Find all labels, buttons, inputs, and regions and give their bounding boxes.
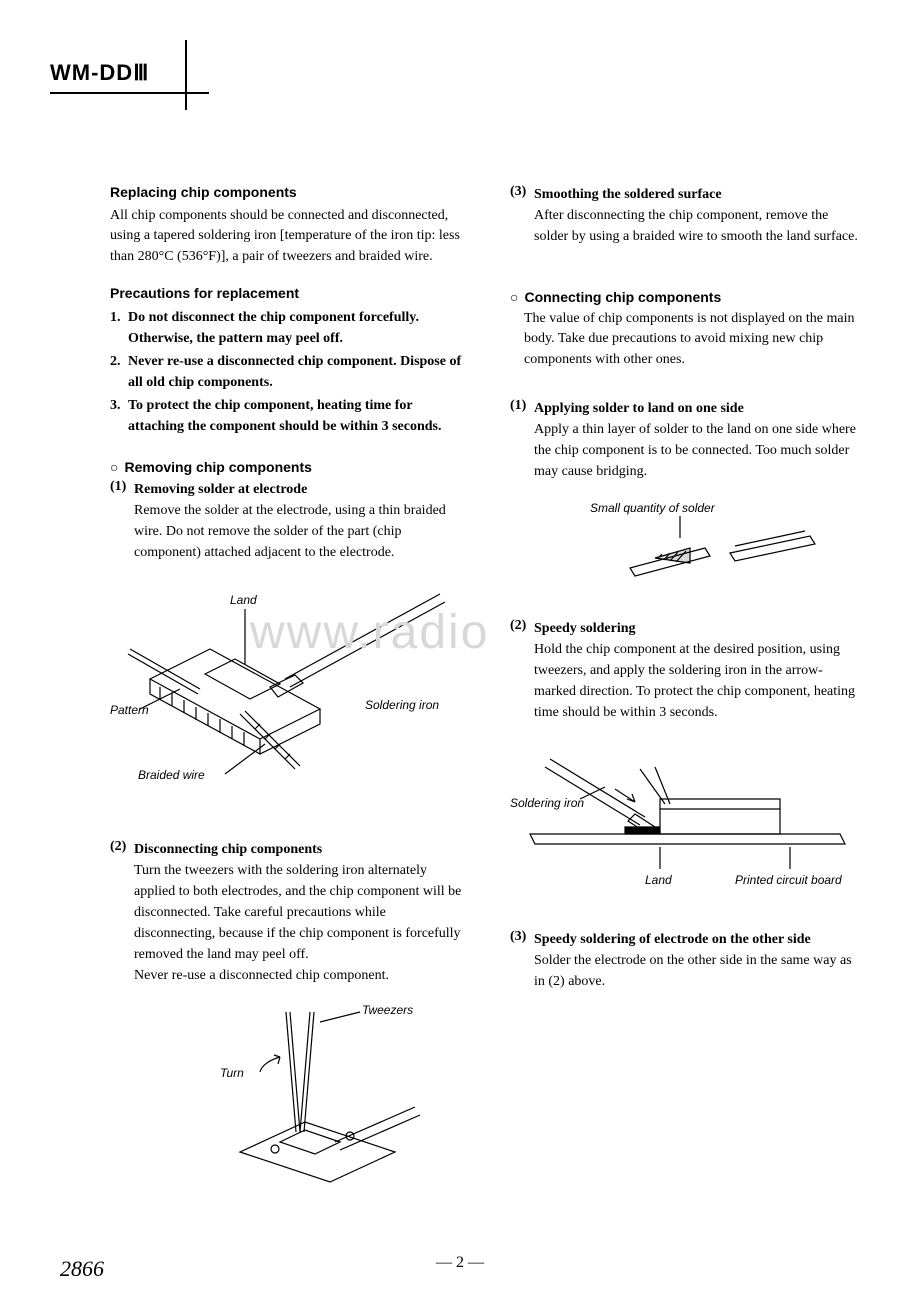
- fig-label-turn: Turn: [220, 1066, 244, 1080]
- page-number: — 2 —: [436, 1254, 484, 1272]
- removing-title: Removing chip components: [110, 459, 470, 475]
- figure-speedy-soldering: Soldering iron Land Printed circuit boar…: [510, 739, 860, 899]
- step-num: (1): [510, 398, 534, 419]
- figure-disconnecting: Tweezers Turn: [110, 1002, 470, 1192]
- fig-label-land: Land: [230, 593, 257, 607]
- cstep3-title: Speedy soldering of electrode on the oth…: [534, 929, 811, 950]
- solder-qty-diagram-icon: Small quantity of solder: [550, 498, 830, 588]
- step-2: (2)Disconnecting chip components Turn th…: [110, 839, 470, 986]
- right-column: (3)Smoothing the soldered surface After …: [510, 184, 860, 1222]
- step3-title: Smoothing the soldered surface: [534, 184, 722, 205]
- step-num: (3): [510, 184, 534, 205]
- fig4-label-land: Land: [645, 873, 672, 887]
- step-num: (2): [110, 839, 134, 860]
- figure-removing-solder: Land Pattern Braided wire Soldering iron: [110, 579, 470, 809]
- removing-solder-diagram-icon: Land Pattern Braided wire Soldering iron: [110, 579, 470, 809]
- replacing-title: Replacing chip components: [110, 184, 470, 200]
- c-step-2: (2)Speedy soldering Hold the chip compon…: [510, 618, 860, 723]
- cstep1-body: Apply a thin layer of solder to the land…: [510, 419, 860, 482]
- step2-body: Turn the tweezers with the soldering iro…: [110, 860, 470, 965]
- left-column: Replacing chip components All chip compo…: [110, 184, 470, 1222]
- precautions-title: Precautions for replacement: [110, 285, 470, 301]
- step-3: (3)Smoothing the soldered surface After …: [510, 184, 860, 247]
- cstep2-title: Speedy soldering: [534, 618, 636, 639]
- step1-body: Remove the solder at the electrode, usin…: [110, 500, 470, 563]
- header-divider: [185, 40, 187, 110]
- replacing-body: All chip components should be connected …: [110, 206, 470, 267]
- step-num: (3): [510, 929, 534, 950]
- tweezers-diagram-icon: Tweezers Turn: [200, 1002, 430, 1192]
- fig4-label-pcb: Printed circuit board: [735, 873, 842, 887]
- list-num: 1.: [110, 307, 128, 349]
- cstep3-body: Solder the electrode on the other side i…: [510, 950, 860, 992]
- connecting-title: Connecting chip components: [510, 289, 860, 305]
- figure-solder-qty: Small quantity of solder: [510, 498, 860, 588]
- fig4-label-iron: Soldering iron: [510, 796, 584, 810]
- precautions-list: 1.Do not disconnect the chip component f…: [110, 307, 470, 437]
- precaution-item: Never re-use a disconnected chip compone…: [128, 351, 470, 393]
- step-num: (2): [510, 618, 534, 639]
- connecting-body: The value of chip components is not disp…: [510, 309, 860, 370]
- fig3-label: Small quantity of solder: [590, 501, 716, 515]
- c-step-1: (1)Applying solder to land on one side A…: [510, 398, 860, 482]
- step2-body2: Never re-use a disconnected chip compone…: [110, 965, 470, 986]
- cstep2-body: Hold the chip component at the desired p…: [510, 639, 860, 723]
- speedy-soldering-diagram-icon: Soldering iron Land Printed circuit boar…: [510, 739, 860, 899]
- handwritten-note: 2866: [60, 1256, 104, 1282]
- content-columns: Replacing chip components All chip compo…: [50, 184, 870, 1222]
- c-step-3: (3)Speedy soldering of electrode on the …: [510, 929, 860, 992]
- cstep1-title: Applying solder to land on one side: [534, 398, 744, 419]
- step2-title: Disconnecting chip components: [134, 839, 322, 860]
- step-num: (1): [110, 479, 134, 500]
- step-1: (1)Removing solder at electrode Remove t…: [110, 479, 470, 563]
- precaution-item: Do not disconnect the chip component for…: [128, 307, 470, 349]
- fig-label-tweezers: Tweezers: [362, 1003, 413, 1017]
- fig-label-braided: Braided wire: [138, 768, 205, 782]
- list-num: 2.: [110, 351, 128, 393]
- list-num: 3.: [110, 395, 128, 437]
- fig-label-pattern: Pattern: [110, 703, 149, 717]
- step1-title: Removing solder at electrode: [134, 479, 307, 500]
- precaution-item: To protect the chip component, heating t…: [128, 395, 470, 437]
- step3-body: After disconnecting the chip component, …: [510, 205, 860, 247]
- fig-label-iron: Soldering iron: [365, 698, 439, 712]
